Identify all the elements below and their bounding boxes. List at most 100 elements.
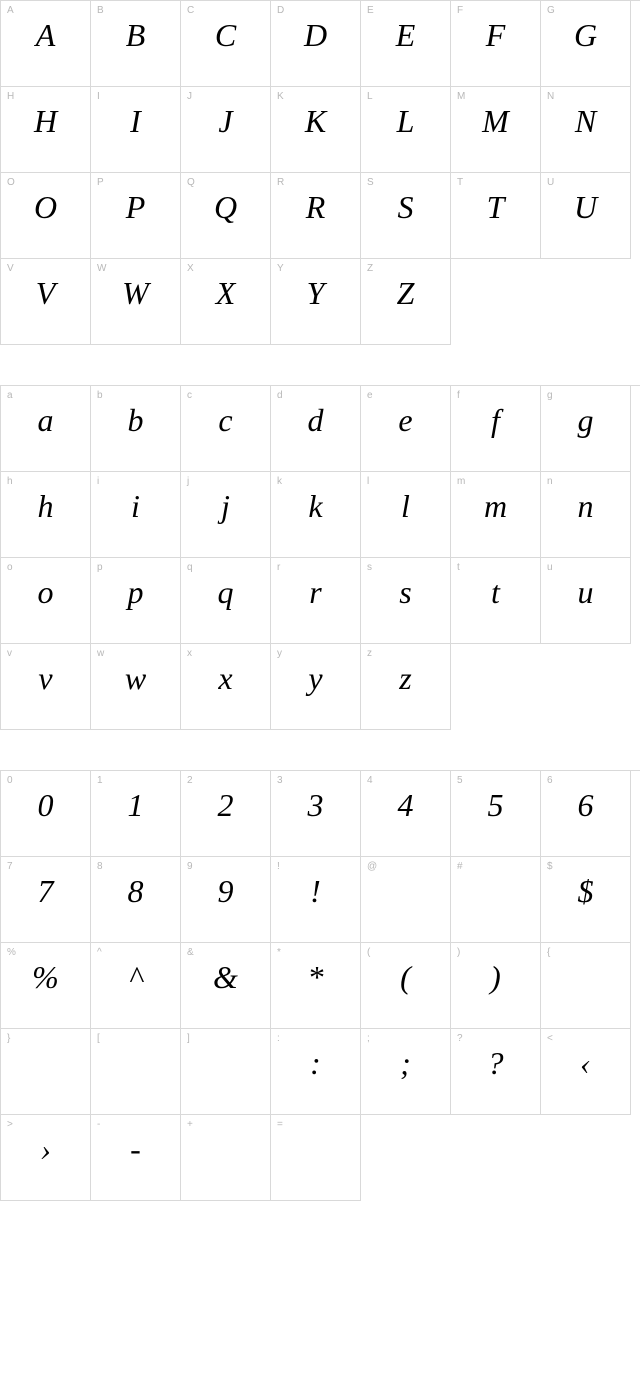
- glyph-cell[interactable]: <‹: [541, 1029, 631, 1115]
- glyph-cell[interactable]: DD: [271, 1, 361, 87]
- glyph-cell[interactable]: 33: [271, 771, 361, 857]
- glyph-cell[interactable]: 55: [451, 771, 541, 857]
- glyph-cell[interactable]: II: [91, 87, 181, 173]
- glyph-char: F: [451, 17, 540, 54]
- glyph-cell[interactable]: bb: [91, 386, 181, 472]
- glyph-char: j: [181, 488, 270, 525]
- glyph-cell[interactable]: %%: [1, 943, 91, 1029]
- glyph-cell[interactable]: ^^: [91, 943, 181, 1029]
- glyph-cell[interactable]: 22: [181, 771, 271, 857]
- glyph-cell[interactable]: YY: [271, 259, 361, 345]
- glyph-cell[interactable]: 99: [181, 857, 271, 943]
- glyph-label: Q: [187, 177, 195, 188]
- glyph-cell[interactable]: **: [271, 943, 361, 1029]
- glyph-cell[interactable]: +: [181, 1115, 271, 1201]
- glyph-cell[interactable]: ZZ: [361, 259, 451, 345]
- glyph-char: g: [541, 402, 630, 439]
- glyph-cell[interactable]: UU: [541, 173, 631, 259]
- glyph-cell[interactable]: 66: [541, 771, 631, 857]
- glyph-cell[interactable]: WW: [91, 259, 181, 345]
- glyph-cell[interactable]: }: [1, 1029, 91, 1115]
- glyph-cell[interactable]: --: [91, 1115, 181, 1201]
- glyph-label: G: [547, 5, 555, 16]
- glyph-cell[interactable]: ss: [361, 558, 451, 644]
- glyph-cell[interactable]: AA: [1, 1, 91, 87]
- glyph-cell[interactable]: OO: [1, 173, 91, 259]
- glyph-cell[interactable]: PP: [91, 173, 181, 259]
- glyph-char: Z: [361, 275, 450, 312]
- glyph-cell[interactable]: rr: [271, 558, 361, 644]
- glyph-char: R: [271, 189, 360, 226]
- glyph-cell[interactable]: XX: [181, 259, 271, 345]
- glyph-cell[interactable]: FF: [451, 1, 541, 87]
- glyph-cell[interactable]: ff: [451, 386, 541, 472]
- glyph-cell[interactable]: gg: [541, 386, 631, 472]
- glyph-cell[interactable]: 44: [361, 771, 451, 857]
- glyph-label: v: [7, 648, 12, 659]
- glyph-cell[interactable]: vv: [1, 644, 91, 730]
- glyph-cell[interactable]: qq: [181, 558, 271, 644]
- glyph-cell[interactable]: JJ: [181, 87, 271, 173]
- glyph-cell[interactable]: )): [451, 943, 541, 1029]
- glyph-cell[interactable]: EE: [361, 1, 451, 87]
- glyph-cell[interactable]: kk: [271, 472, 361, 558]
- glyph-cell[interactable]: SS: [361, 173, 451, 259]
- glyph-cell[interactable]: aa: [1, 386, 91, 472]
- glyph-cell[interactable]: [: [91, 1029, 181, 1115]
- glyph-cell[interactable]: ww: [91, 644, 181, 730]
- glyph-label: ]: [187, 1033, 190, 1044]
- glyph-cell[interactable]: CC: [181, 1, 271, 87]
- glyph-cell[interactable]: ??: [451, 1029, 541, 1115]
- glyph-cell[interactable]: zz: [361, 644, 451, 730]
- glyph-cell[interactable]: uu: [541, 558, 631, 644]
- glyph-label: ;: [367, 1033, 370, 1044]
- glyph-cell[interactable]: MM: [451, 87, 541, 173]
- glyph-cell[interactable]: dd: [271, 386, 361, 472]
- glyph-cell[interactable]: RR: [271, 173, 361, 259]
- glyph-cell[interactable]: VV: [1, 259, 91, 345]
- glyph-cell[interactable]: QQ: [181, 173, 271, 259]
- glyph-cell[interactable]: ee: [361, 386, 451, 472]
- glyph-cell[interactable]: 11: [91, 771, 181, 857]
- glyph-cell[interactable]: ll: [361, 472, 451, 558]
- glyph-cell[interactable]: >›: [1, 1115, 91, 1201]
- glyph-cell[interactable]: 88: [91, 857, 181, 943]
- glyph-char: I: [91, 103, 180, 140]
- glyph-cell[interactable]: #: [451, 857, 541, 943]
- glyph-cell[interactable]: $$: [541, 857, 631, 943]
- glyph-cell[interactable]: {: [541, 943, 631, 1029]
- glyph-cell[interactable]: TT: [451, 173, 541, 259]
- glyph-cell[interactable]: mm: [451, 472, 541, 558]
- glyph-cell[interactable]: nn: [541, 472, 631, 558]
- glyph-cell[interactable]: ii: [91, 472, 181, 558]
- glyph-cell[interactable]: !!: [271, 857, 361, 943]
- glyph-cell[interactable]: @: [361, 857, 451, 943]
- glyph-cell[interactable]: =: [271, 1115, 361, 1201]
- glyph-cell[interactable]: yy: [271, 644, 361, 730]
- glyph-cell[interactable]: ]: [181, 1029, 271, 1115]
- glyph-char: !: [271, 873, 360, 910]
- glyph-cell[interactable]: pp: [91, 558, 181, 644]
- glyph-cell[interactable]: jj: [181, 472, 271, 558]
- glyph-cell[interactable]: ((: [361, 943, 451, 1029]
- glyph-cell[interactable]: HH: [1, 87, 91, 173]
- glyph-cell[interactable]: GG: [541, 1, 631, 87]
- glyph-cell[interactable]: 00: [1, 771, 91, 857]
- glyph-cell[interactable]: KK: [271, 87, 361, 173]
- glyph-char: X: [181, 275, 270, 312]
- glyph-cell[interactable]: LL: [361, 87, 451, 173]
- glyph-char: y: [271, 660, 360, 697]
- glyph-cell[interactable]: oo: [1, 558, 91, 644]
- glyph-cell[interactable]: &&: [181, 943, 271, 1029]
- glyph-cell[interactable]: xx: [181, 644, 271, 730]
- glyph-cell[interactable]: BB: [91, 1, 181, 87]
- glyph-cell[interactable]: hh: [1, 472, 91, 558]
- glyph-cell[interactable]: ::: [271, 1029, 361, 1115]
- glyph-cell[interactable]: tt: [451, 558, 541, 644]
- glyph-cell[interactable]: 77: [1, 857, 91, 943]
- glyph-label: y: [277, 648, 282, 659]
- glyph-char: $: [541, 873, 630, 910]
- glyph-cell[interactable]: NN: [541, 87, 631, 173]
- glyph-cell[interactable]: ;;: [361, 1029, 451, 1115]
- glyph-cell[interactable]: cc: [181, 386, 271, 472]
